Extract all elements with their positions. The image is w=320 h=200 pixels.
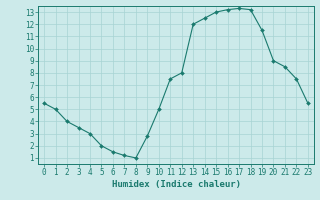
X-axis label: Humidex (Indice chaleur): Humidex (Indice chaleur) (111, 180, 241, 189)
